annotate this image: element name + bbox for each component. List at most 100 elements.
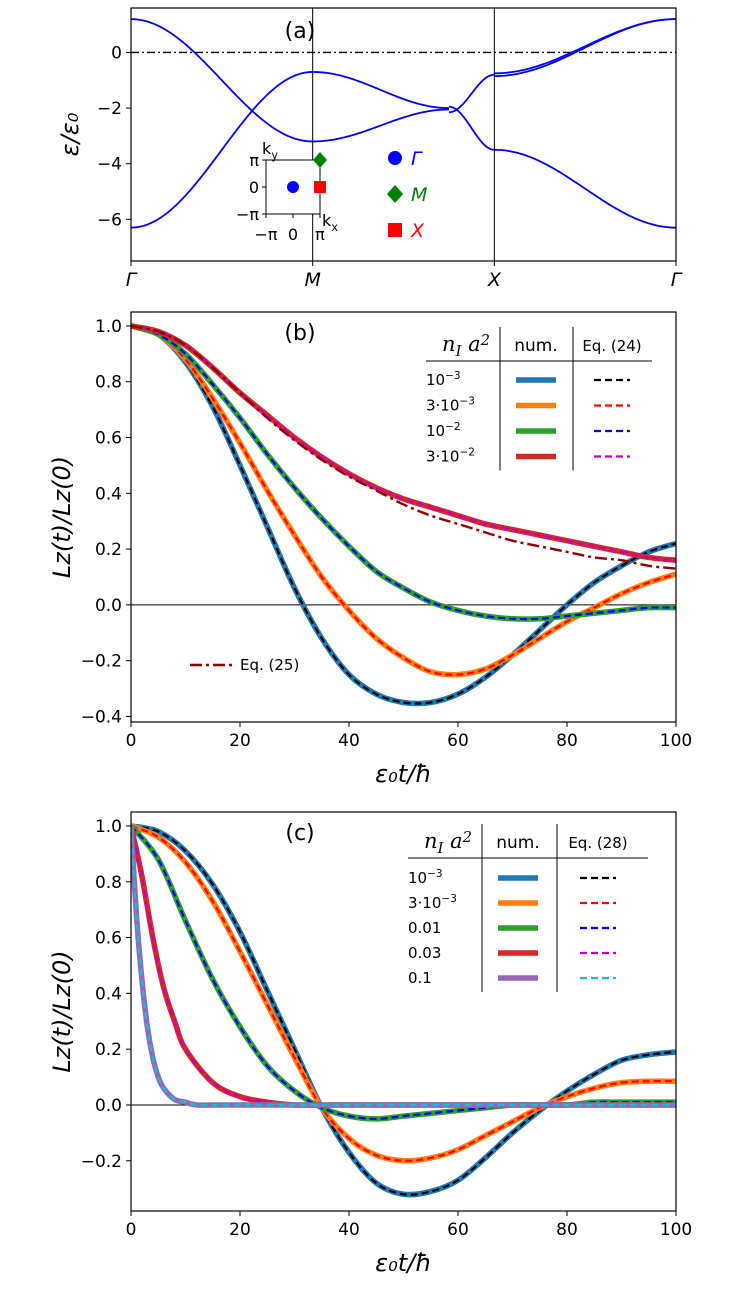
legend-label: M (411, 184, 427, 206)
band-line (494, 148, 677, 229)
panel-c: 0 20 40 60 80 100 1.0 0.8 0.6 0.4 0.2 0.0 −0.2 Lz(t)/… (48, 811, 692, 1277)
y-axis-label: ε/ε₀ (56, 112, 84, 156)
inset-x-tick-label: −π (254, 225, 277, 244)
legend-marker (387, 185, 403, 203)
analytic-curve (131, 825, 676, 1121)
x-tick-label: Γ (671, 269, 683, 291)
inset-x-tick-label: π (315, 225, 325, 244)
y-tick-label: 0.0 (95, 596, 122, 616)
analytic-curve (131, 825, 676, 1107)
analytic-curve (131, 825, 676, 1107)
legend-header-col2: num. (496, 833, 540, 853)
y-tick-label: 0.2 (95, 540, 122, 560)
y-axis-label: Lz(t)/Lz(0) (48, 950, 76, 1072)
inset-y-tick-label: π (249, 151, 259, 170)
y-tick-label: 0.2 (95, 1040, 122, 1060)
legend-row-label: 3·10−2 (426, 447, 475, 466)
band-line (494, 18, 677, 75)
inset-y-label: ky (262, 139, 278, 162)
y-axis-label: Lz(t)/Lz(0) (48, 456, 76, 578)
x-tick-label: 60 (447, 731, 469, 751)
legend-row-label: 3·10−3 (426, 396, 475, 415)
y-tick-label: 1.0 (95, 817, 122, 837)
legend-row-label: 10−3 (426, 370, 461, 389)
legend-row-label: 3·10−3 (408, 893, 457, 912)
legend-row-label: 0.01 (408, 919, 441, 937)
y-tick-label: 0.8 (95, 373, 122, 393)
plot-frame (130, 311, 677, 723)
panel-b: 0 20 40 60 80 100 1.0 0.8 0.6 0.4 0.2 0.0 −0.2 −0.4 Lz… (48, 311, 692, 788)
legend-header-col1: nI a2 (424, 829, 472, 857)
y-tick-label: −0.2 (81, 652, 122, 672)
gamma-point-marker (287, 181, 299, 193)
x-tick-label: 100 (660, 731, 692, 751)
analytic-curve (131, 824, 676, 1162)
inset-y-tick-label: 0 (249, 178, 259, 197)
m-point-marker (313, 151, 328, 168)
y-tick-label: 0.8 (95, 873, 122, 893)
legend-header-col2: num. (514, 336, 558, 356)
x-tick-label: 0 (126, 731, 137, 751)
band-line (312, 108, 449, 143)
numerical-curve (131, 825, 676, 1108)
x-tick-label: 20 (229, 1220, 251, 1240)
y-tick-label: 0.6 (95, 429, 122, 449)
legend-header-col3: Eq. (28) (568, 834, 627, 852)
panel-label: (a) (285, 19, 316, 44)
band-line (448, 73, 495, 114)
x-tick-label: 100 (660, 1220, 692, 1240)
numerical-curve (131, 823, 676, 1198)
numerical-curve (131, 825, 676, 1108)
x-tick-label: 40 (338, 1220, 360, 1240)
x-tick-label: 0 (126, 1220, 137, 1240)
x-tick-label: Γ (126, 269, 138, 291)
x-tick-label: 80 (556, 731, 578, 751)
y-tick-label: −0.2 (81, 1152, 122, 1172)
x-tick-label: 80 (556, 1220, 578, 1240)
analytic-curve (131, 324, 676, 705)
legend-label: Γ (411, 148, 423, 170)
panel-label: (b) (284, 321, 315, 346)
band-line (130, 18, 313, 143)
band-line (448, 105, 495, 151)
y-tick-label: 0.0 (95, 1096, 122, 1116)
analytic-curve (131, 324, 676, 621)
band-curves (130, 18, 677, 229)
legend-row-label: 10−3 (408, 868, 443, 887)
legend-marker (388, 223, 402, 237)
eq25-legend-label: Eq. (25) (240, 656, 299, 674)
x-tick-label: 20 (229, 731, 251, 751)
eq25-curve (131, 324, 676, 570)
x-tick-label: X (487, 269, 502, 291)
y-tick-label: 0.4 (95, 984, 122, 1004)
y-tick-label: 0.4 (95, 484, 122, 504)
x-tick-label: 60 (447, 1220, 469, 1240)
legend-label: X (410, 220, 425, 242)
kpoint-legend: ΓMX (387, 148, 427, 242)
inset-x-label: kx (322, 211, 338, 234)
y-tick-label: 0 (111, 43, 122, 63)
plot-frame (130, 7, 677, 262)
panel-label: (c) (285, 821, 314, 846)
band-line (312, 71, 449, 109)
y-tick-label: 1.0 (95, 317, 122, 337)
inset-frame (265, 159, 321, 215)
inset-y-tick-label: −π (236, 205, 259, 224)
legend-row-label: 10−2 (426, 421, 461, 440)
analytic-curve (131, 824, 676, 1196)
legend-header-col3: Eq. (24) (582, 337, 641, 355)
legend-header-col1: nI a2 (442, 332, 490, 360)
curves (131, 823, 676, 1198)
y-tick-label: 0.6 (95, 929, 122, 949)
numerical-curve (131, 823, 676, 1164)
legend-table: nI a2 num. Eq. (24) 10−3 3·10−3 10−2 3·10−2 (426, 327, 652, 471)
y-tick-label: −4 (97, 155, 122, 175)
band-line (130, 71, 313, 229)
y-tick-label: −6 (97, 210, 122, 230)
legend-marker (388, 151, 402, 165)
inset-x-tick-label: 0 (288, 225, 298, 244)
x-axis-label: ε₀t/ħ (375, 1249, 432, 1277)
